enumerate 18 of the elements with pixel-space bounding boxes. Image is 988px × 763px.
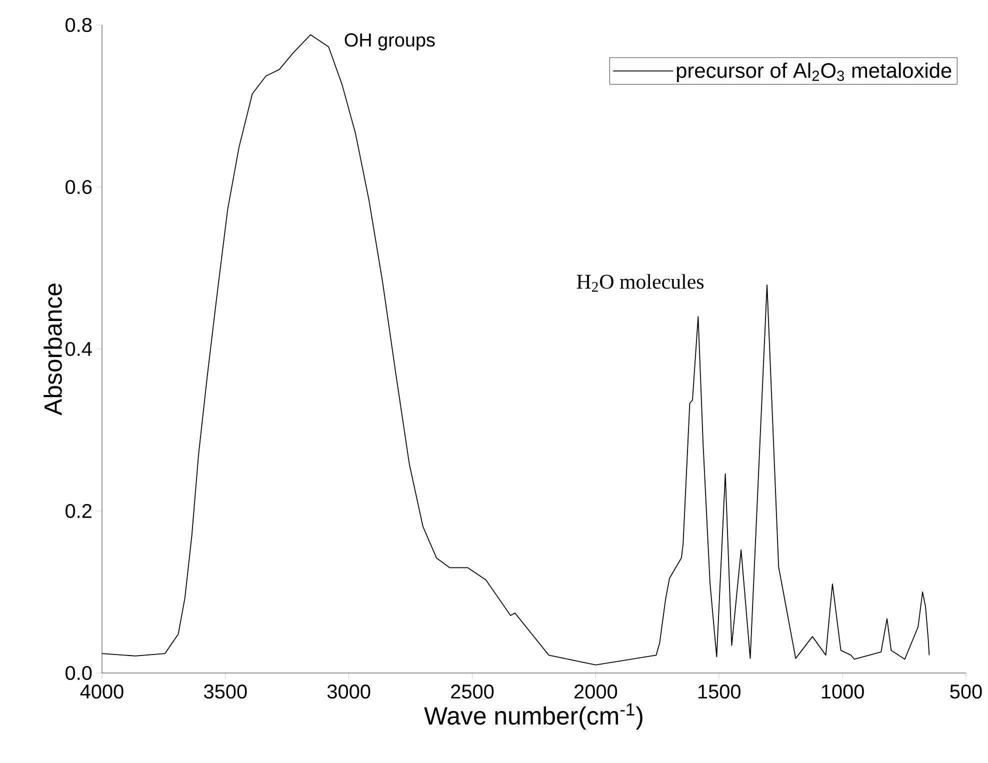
annotation: H$_{2}$O molecules (576, 274, 704, 292)
x-tick-label: 3500 (204, 684, 247, 699)
y-tick-label: 0.0 (66, 666, 92, 680)
y-tick-label: 0.2 (66, 504, 92, 518)
y-tick-label: 0.4 (66, 342, 92, 356)
y-tick-label: 0.8 (66, 18, 92, 32)
x-tick-label: 4000 (80, 684, 124, 699)
x-tick-label: 1000 (822, 684, 864, 699)
annotation: OH groups (344, 33, 435, 50)
x-tick-label: 3000 (327, 684, 370, 699)
x-axis-title: Wave number(cm$^{-1}$) (424, 703, 642, 730)
x-tick-label: 500 (950, 684, 982, 699)
y-axis-title: Absorbance (44, 284, 62, 416)
y-tick-label: 0.6 (66, 180, 92, 194)
legend-label: precursor of Al$_{2}$O$_{3}$ metaloxide (676, 62, 952, 82)
x-tick-label: 2500 (451, 684, 494, 699)
x-tick-label: 2000 (574, 684, 618, 699)
x-tick-label: 1500 (698, 684, 741, 699)
